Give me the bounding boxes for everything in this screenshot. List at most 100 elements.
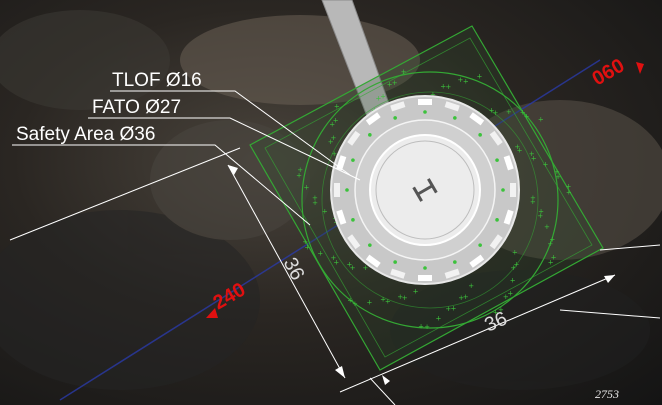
edge-marking — [444, 268, 460, 279]
edge-marking — [418, 99, 432, 105]
safety-marker: + — [385, 298, 391, 306]
safety-marker: + — [352, 300, 358, 308]
safety-marker: + — [347, 297, 353, 305]
fato-light — [351, 158, 355, 162]
safety-marker: + — [463, 77, 469, 85]
heading-060: 060 — [589, 55, 629, 91]
safety-marker: + — [380, 296, 386, 304]
fato-light — [368, 243, 372, 247]
edge-marking — [503, 209, 514, 225]
safety-marker: + — [322, 208, 328, 216]
safety-marker: + — [477, 73, 483, 81]
safety-marker: + — [565, 183, 571, 191]
edge-marking — [334, 183, 340, 197]
safety-marker: + — [297, 166, 303, 174]
safety-marker: + — [450, 304, 456, 312]
safety-marker: + — [506, 108, 512, 116]
edge-marking — [510, 183, 516, 197]
fato-light — [453, 260, 457, 264]
fato-light — [478, 243, 482, 247]
safety-marker: + — [424, 323, 430, 331]
safety-marker: + — [566, 188, 572, 196]
fato-light — [495, 218, 499, 222]
centerline — [59, 59, 601, 401]
label-leaders — [12, 90, 361, 226]
fato-light — [495, 158, 499, 162]
fato-edge-markings — [334, 99, 516, 281]
heading-060-arrow — [636, 62, 644, 74]
safety-marker: + — [362, 264, 368, 272]
safety-area-label: Safety Area Ø36 — [16, 124, 155, 145]
edge-marking — [347, 234, 361, 250]
safety-marker: + — [329, 121, 335, 129]
safety-marker: + — [392, 79, 398, 87]
safety-marker: + — [333, 258, 339, 266]
safety-marker: + — [418, 323, 424, 331]
safety-marker: + — [401, 68, 407, 76]
tlof-inner-ring — [375, 140, 475, 240]
safety-marker: + — [547, 240, 553, 248]
safety-marker: + — [330, 254, 336, 262]
safety-marker: + — [520, 109, 526, 117]
safety-marker: + — [555, 173, 561, 181]
safety-marker: + — [367, 298, 373, 306]
fato-light — [345, 188, 349, 192]
safety-marker: + — [468, 282, 474, 290]
safety-marker: + — [544, 223, 550, 231]
safety-area-circle — [301, 71, 559, 329]
safety-marker: + — [510, 277, 516, 285]
fato-light — [453, 116, 457, 120]
safety-marker: + — [333, 116, 339, 124]
safety-marker: + — [510, 264, 516, 272]
fato-light — [351, 218, 355, 222]
fato-light — [423, 266, 427, 270]
fato-light — [368, 133, 372, 137]
dimension-left: 36 — [279, 254, 309, 284]
edge-marking — [390, 268, 406, 279]
h-marking — [412, 178, 438, 202]
safety-marker: + — [507, 290, 513, 298]
safety-marker: + — [529, 150, 535, 158]
safety-marker: + — [463, 293, 469, 301]
sheet-number: 2753 — [595, 387, 619, 401]
safety-marker: + — [498, 306, 504, 314]
tlof-label: TLOF Ø16 — [112, 70, 202, 91]
safety-marker: + — [376, 95, 382, 103]
safety-marker: + — [302, 238, 308, 246]
dimension-lines — [9, 147, 661, 405]
fato-light — [478, 133, 482, 137]
safety-marker: + — [538, 208, 544, 216]
dimension-arrows — [228, 165, 615, 385]
heading-240-arrow — [206, 308, 218, 318]
safety-marker: + — [530, 198, 536, 206]
safety-marker: + — [489, 107, 495, 115]
safety-marker: + — [551, 254, 557, 262]
safety-marker: + — [303, 183, 309, 191]
edge-marking — [489, 130, 503, 146]
edge-marking — [418, 275, 432, 281]
safety-marker: + — [538, 115, 544, 123]
safety-marker: + — [554, 168, 560, 176]
safety-marker: + — [312, 199, 318, 207]
safety-marker: + — [530, 194, 536, 202]
safety-marker: + — [512, 248, 518, 256]
safety-marker: + — [296, 172, 302, 180]
edge-marking — [469, 112, 485, 126]
edge-marking — [390, 101, 406, 112]
safety-marker: + — [413, 288, 419, 296]
edge-marking — [365, 112, 381, 126]
safety-marker: + — [531, 154, 537, 162]
edge-marking — [489, 234, 503, 250]
fato-light — [501, 188, 505, 192]
safety-marker: + — [524, 112, 530, 120]
safety-marker: + — [517, 147, 523, 155]
safety-marker: + — [317, 250, 323, 258]
edge-marking — [336, 209, 347, 225]
safety-marker: + — [331, 150, 337, 158]
fato-light — [393, 116, 397, 120]
safety-marker: + — [549, 235, 555, 243]
fato-label: FATO Ø27 — [92, 97, 181, 118]
safety-marker: + — [328, 138, 334, 146]
